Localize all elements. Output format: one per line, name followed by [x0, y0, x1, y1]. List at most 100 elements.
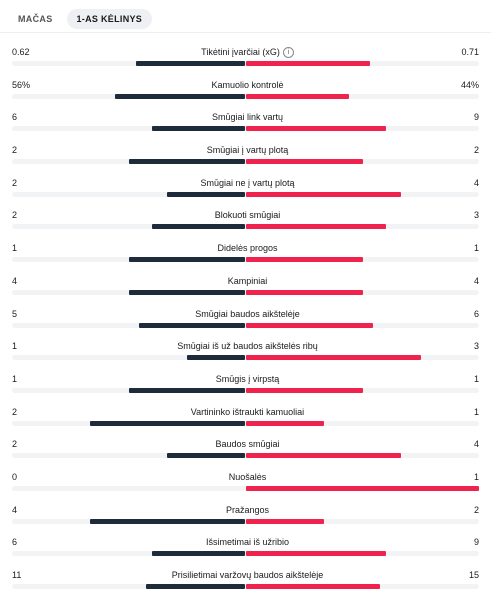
- stat-label: Pražangos: [225, 504, 270, 515]
- stat-row: 0 Nuošalės 1: [12, 468, 483, 501]
- home-bar: [114, 93, 245, 99]
- stat-label-wrap: Vartininko ištraukti kamuoliai: [12, 407, 483, 417]
- stat-track: [12, 420, 479, 426]
- away-bar: [246, 322, 373, 328]
- stat-row: 4 Kampiniai 4: [12, 272, 483, 305]
- home-value: 2: [12, 439, 18, 450]
- home-value: 1: [12, 373, 18, 384]
- stat-label: Kampiniai: [227, 275, 268, 286]
- away-bar: [246, 518, 324, 524]
- home-value: 1: [12, 243, 18, 254]
- home-bar: [128, 257, 245, 263]
- stat-label-wrap: Nuošalės: [12, 472, 483, 482]
- away-value: 3: [473, 341, 479, 352]
- away-value: 9: [473, 537, 479, 548]
- away-value: 4: [473, 177, 479, 188]
- stat-row: 4 Pražangos 2: [12, 501, 483, 534]
- home-value: 2: [12, 406, 18, 417]
- stat-label: Smūgiai baudos aikštelėje: [195, 308, 300, 319]
- stat-track: [12, 355, 479, 361]
- home-value: 56%: [12, 79, 31, 90]
- away-value: 1: [473, 243, 479, 254]
- stat-label: Baudos smūgiai: [215, 439, 280, 450]
- stat-row: 2 Blokuoti smūgiai 3: [12, 206, 483, 239]
- away-value: 3: [473, 210, 479, 221]
- tab-first-half[interactable]: 1-AS KĖLINYS: [66, 9, 153, 29]
- stat-label-wrap: Pražangos: [12, 505, 483, 515]
- stat-label-wrap: Baudos smūgiai: [12, 439, 483, 449]
- home-value: 1: [12, 341, 18, 352]
- home-value: 2: [12, 210, 18, 221]
- stat-label-wrap: Smūgiai baudos aikštelėje: [12, 309, 483, 319]
- stat-row: 2 Vartininko ištraukti kamuoliai 1: [12, 403, 483, 436]
- away-bar: [246, 355, 421, 361]
- away-value: 2: [473, 145, 479, 156]
- stat-row: 56% Kamuolio kontrolė 44%: [12, 76, 483, 109]
- home-value: 4: [12, 275, 18, 286]
- away-value: 0.71: [461, 47, 479, 57]
- home-bar: [186, 355, 245, 361]
- stat-row: 2 Smūgiai ne į vartų plotą 4: [12, 174, 483, 207]
- away-value: 1: [473, 406, 479, 417]
- stat-row: 6 Smūgiai link vartų 9: [12, 108, 483, 141]
- home-bar: [151, 551, 245, 557]
- stat-label-wrap: Blokuoti smūgiai: [12, 210, 483, 220]
- tab-match[interactable]: MAČAS: [18, 14, 53, 24]
- stat-track: [12, 584, 479, 589]
- home-value: 6: [12, 537, 18, 548]
- away-bar: [246, 289, 363, 295]
- stat-track: [12, 159, 479, 165]
- stat-label-wrap: Smūgis į virpstą: [12, 374, 483, 384]
- home-value: 5: [12, 308, 18, 319]
- stat-track: [12, 224, 479, 230]
- stat-track: [12, 453, 479, 459]
- stat-label: Smūgiai link vartų: [211, 112, 284, 123]
- stat-label: Išsimetimai iš užribio: [205, 537, 290, 548]
- stat-label: Smūgiai ne į vartų plotą: [200, 177, 295, 188]
- home-bar: [136, 61, 245, 66]
- stat-label-wrap: Prisilietimai varžovų baudos aikštelėje: [12, 570, 483, 580]
- stat-track: [12, 322, 479, 328]
- away-bar: [246, 551, 386, 557]
- stat-row: 2 Smūgiai į vartų plotą 2: [12, 141, 483, 174]
- home-bar: [151, 224, 245, 230]
- home-value: 2: [12, 177, 18, 188]
- away-value: 9: [473, 112, 479, 123]
- away-bar: [246, 191, 402, 197]
- stat-track: [12, 126, 479, 132]
- stat-track: [12, 387, 479, 393]
- away-value: 6: [473, 308, 479, 319]
- home-bar: [89, 518, 245, 524]
- stat-label: Didelės progos: [217, 243, 278, 254]
- stat-label: Prisilietimai varžovų baudos aikštelėje: [171, 570, 324, 580]
- period-tabs: MAČAS 1-AS KĖLINYS: [0, 0, 491, 33]
- stat-label: Nuošalės: [228, 471, 267, 482]
- away-bar: [246, 453, 402, 459]
- stat-row: 11 Prisilietimai varžovų baudos aikštelėj…: [12, 566, 483, 599]
- away-bar: [246, 584, 381, 589]
- stat-label: Tikėtini įvarčiai (xG): [201, 47, 280, 57]
- home-value: 0.62: [12, 47, 30, 57]
- home-bar: [128, 159, 245, 165]
- home-bar: [138, 322, 245, 328]
- away-value: 1: [473, 373, 479, 384]
- away-bar: [246, 387, 363, 393]
- stat-row: 1 Smūgiai iš už baudos aikštelės ribų 3: [12, 337, 483, 370]
- home-bar: [146, 584, 245, 589]
- stat-track: [12, 518, 479, 524]
- stat-label: Vartininko ištraukti kamuoliai: [190, 406, 305, 417]
- away-bar: [246, 257, 363, 263]
- stat-track: [12, 191, 479, 197]
- away-bar: [246, 93, 349, 99]
- home-bar: [128, 289, 245, 295]
- away-bar: [246, 420, 324, 426]
- stats-list: 0.62 Tikėtini įvarčiai (xG) i 0.71 56% Kamuol…: [0, 33, 491, 599]
- stat-row: 6 Išsimetimai iš užribio 9: [12, 533, 483, 566]
- stat-label-wrap: Tikėtini įvarčiai (xG) i: [12, 47, 483, 59]
- stat-track: [12, 61, 479, 66]
- away-value: 4: [473, 439, 479, 450]
- home-value: 0: [12, 471, 18, 482]
- away-bar: [246, 159, 363, 165]
- stat-label-wrap: Smūgiai iš už baudos aikštelės ribų: [12, 341, 483, 351]
- info-icon[interactable]: i: [282, 47, 294, 59]
